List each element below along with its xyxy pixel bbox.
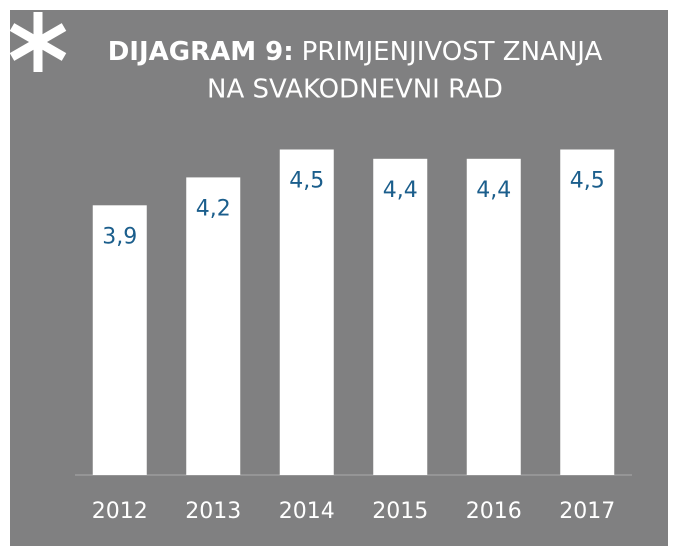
value-label: 4,4 <box>476 178 511 203</box>
x-tick-label: 2015 <box>372 499 428 524</box>
chart-title: DIJAGRAM 9: PRIMJENJIVOST ZNANJA <box>108 37 603 67</box>
x-tick-label: 2013 <box>185 499 241 524</box>
value-label: 3,9 <box>102 224 137 249</box>
chart-title: NA SVAKODNEVNI RAD <box>207 75 503 105</box>
bar <box>92 205 147 476</box>
value-label: 4,4 <box>383 178 418 203</box>
bar <box>560 149 615 475</box>
title-label: DIJAGRAM 9: <box>108 37 294 67</box>
x-tick-label: 2017 <box>559 499 615 524</box>
x-tick-label: 2014 <box>279 499 335 524</box>
bar <box>373 158 428 476</box>
bar <box>186 177 241 475</box>
bar <box>279 149 334 475</box>
bar <box>466 158 521 476</box>
value-label: 4,5 <box>570 169 605 194</box>
title-line: PRIMJENJIVOST ZNANJA <box>302 37 603 67</box>
x-tick-label: 2012 <box>92 499 148 524</box>
x-tick-label: 2016 <box>466 499 522 524</box>
asterisk-icon <box>9 12 67 72</box>
value-label: 4,2 <box>196 196 231 221</box>
value-label: 4,5 <box>289 169 324 194</box>
